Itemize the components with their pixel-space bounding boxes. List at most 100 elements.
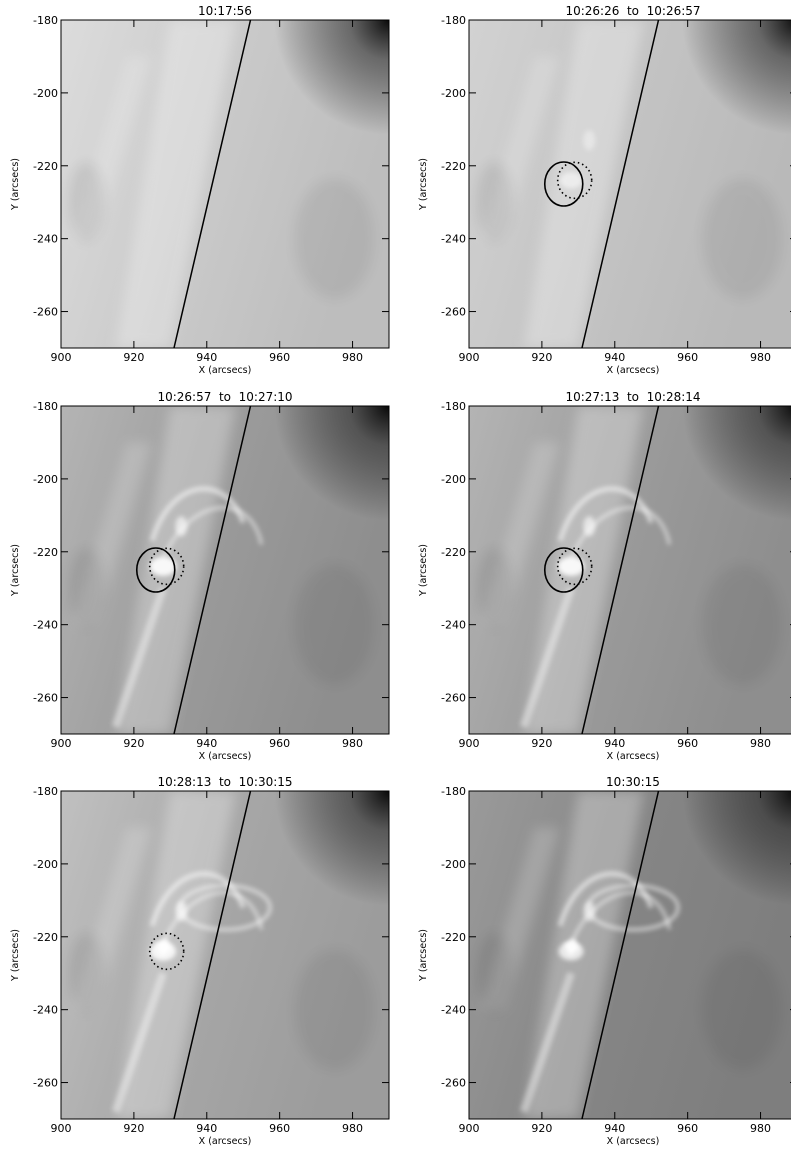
x-axis-label: X (arcsecs) <box>607 1136 660 1147</box>
x-tick-label: 980 <box>342 737 363 750</box>
solar-image <box>469 406 791 734</box>
y-tick-label: -240 <box>33 233 58 246</box>
limb-line <box>581 791 660 1119</box>
x-tick-label: 920 <box>531 1122 552 1135</box>
panel-5: 900 920 940 960 980 -180 -200 -220 -240 -260 X (ar… <box>10 775 390 1147</box>
panel-1: 900 920 940 960 980 -180 -200 -220 -240 -260 X (ar… <box>10 4 390 376</box>
y-tick-label: -260 <box>33 1077 58 1090</box>
limb-line <box>581 20 660 348</box>
dotted-contour <box>556 547 593 586</box>
panel-title: 10:28:13 to 10:30:15 <box>157 775 292 789</box>
y-tick-label: -180 <box>441 400 466 413</box>
solar-image <box>61 406 389 734</box>
x-axis-label: X (arcsecs) <box>199 365 252 376</box>
x-tick-label: 940 <box>196 351 217 364</box>
y-tick-label: -200 <box>441 473 466 486</box>
x-tick-label: 920 <box>531 351 552 364</box>
x-tick-label: 960 <box>269 351 290 364</box>
y-tick-label: -260 <box>441 692 466 705</box>
y-axis-label: Y (arcsecs) <box>10 929 21 982</box>
panel-4: 900 920 940 960 980 -180 -200 -220 -240 -260 X (ar… <box>418 390 791 762</box>
x-tick-label: 980 <box>750 737 771 750</box>
y-tick-label: -220 <box>33 160 58 173</box>
y-axis-label: Y (arcsecs) <box>10 158 21 211</box>
x-tick-label: 900 <box>459 1122 480 1135</box>
y-tick-label: -220 <box>33 931 58 944</box>
y-tick-label: -240 <box>441 619 466 632</box>
x-tick-label: 940 <box>604 1122 625 1135</box>
panel-title: 10:26:57 to 10:27:10 <box>157 390 292 404</box>
x-tick-label: 940 <box>196 1122 217 1135</box>
panel-title: 10:26:26 to 10:26:57 <box>565 4 700 18</box>
x-tick-label: 940 <box>604 351 625 364</box>
x-tick-label: 900 <box>51 1122 72 1135</box>
y-tick-label: -180 <box>441 785 466 798</box>
y-tick-label: -220 <box>441 931 466 944</box>
solid-contour <box>135 547 176 593</box>
y-tick-label: -200 <box>441 87 466 100</box>
solar-image <box>469 20 791 348</box>
y-tick-label: -260 <box>441 1077 466 1090</box>
x-axis-label: X (arcsecs) <box>607 751 660 762</box>
y-axis-label: Y (arcsecs) <box>418 544 429 597</box>
plot-frame <box>468 19 791 349</box>
y-tick-label: -240 <box>441 233 466 246</box>
panel-title: 10:27:13 to 10:28:14 <box>565 390 700 404</box>
x-tick-label: 960 <box>269 737 290 750</box>
dotted-contour <box>148 547 185 586</box>
x-tick-label: 900 <box>459 351 480 364</box>
x-tick-label: 900 <box>51 351 72 364</box>
plot-frame <box>468 405 791 735</box>
panel-6: 900 920 940 960 980 -180 -200 -220 -240 -260 X (ar… <box>418 775 791 1147</box>
panel-3: 900 920 940 960 980 -180 -200 -220 -240 -260 X (ar… <box>10 390 390 762</box>
x-tick-label: 920 <box>531 737 552 750</box>
y-tick-label: -220 <box>33 546 58 559</box>
x-tick-label: 920 <box>123 737 144 750</box>
y-tick-label: -260 <box>441 306 466 319</box>
y-tick-label: -260 <box>33 692 58 705</box>
limb-line <box>173 406 252 734</box>
x-tick-label: 960 <box>677 737 698 750</box>
plot-frame <box>468 790 791 1120</box>
solar-image <box>469 791 791 1119</box>
panel-title: 10:17:56 <box>198 4 252 18</box>
limb-line <box>173 20 252 348</box>
x-tick-label: 980 <box>750 1122 771 1135</box>
x-axis-label: X (arcsecs) <box>199 1136 252 1147</box>
x-axis-label: X (arcsecs) <box>607 365 660 376</box>
x-tick-label: 920 <box>123 351 144 364</box>
panel-title: 10:30:15 <box>606 775 660 789</box>
solar-image <box>61 20 389 348</box>
y-tick-label: -200 <box>33 473 58 486</box>
dotted-contour <box>148 932 185 971</box>
x-tick-label: 940 <box>604 737 625 750</box>
x-tick-label: 980 <box>342 351 363 364</box>
x-tick-label: 980 <box>342 1122 363 1135</box>
y-tick-label: -220 <box>441 160 466 173</box>
y-tick-label: -180 <box>441 14 466 27</box>
x-tick-label: 900 <box>459 737 480 750</box>
x-tick-label: 900 <box>51 737 72 750</box>
x-tick-label: 960 <box>677 351 698 364</box>
y-tick-label: -220 <box>441 546 466 559</box>
x-tick-label: 960 <box>269 1122 290 1135</box>
x-axis-label: X (arcsecs) <box>199 751 252 762</box>
y-tick-label: -200 <box>441 858 466 871</box>
y-axis-label: Y (arcsecs) <box>418 158 429 211</box>
solar-image <box>61 791 389 1119</box>
y-tick-label: -180 <box>33 785 58 798</box>
y-axis-label: Y (arcsecs) <box>10 544 21 597</box>
y-tick-label: -180 <box>33 400 58 413</box>
x-tick-label: 960 <box>677 1122 698 1135</box>
limb-line <box>173 791 252 1119</box>
dotted-contour <box>556 161 593 200</box>
y-tick-label: -260 <box>33 306 58 319</box>
y-tick-label: -240 <box>33 619 58 632</box>
y-tick-label: -200 <box>33 858 58 871</box>
limb-line <box>581 406 660 734</box>
y-axis-label: Y (arcsecs) <box>418 929 429 982</box>
plot-frame <box>60 405 390 735</box>
y-tick-label: -180 <box>33 14 58 27</box>
solid-contour <box>543 161 584 207</box>
plot-frame <box>60 19 390 349</box>
